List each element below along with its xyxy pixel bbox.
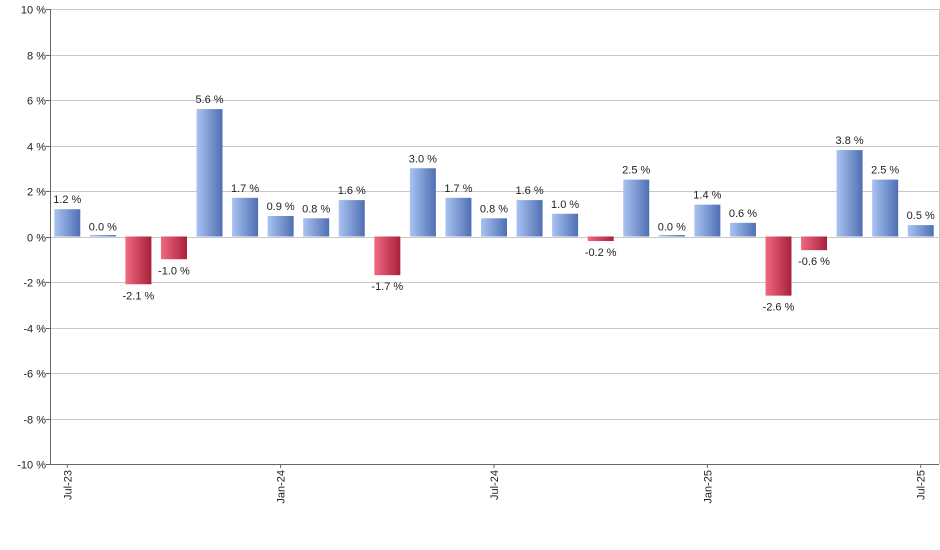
x-axis-tick-labels: Jul-23 Jan-24 Jul-24 Jan-25 Jul-25	[62, 464, 928, 504]
bar-Nov-23	[196, 109, 223, 237]
bar-value-label: -1.7 %	[371, 281, 403, 293]
bar-value-label: 1.6 %	[515, 185, 543, 197]
bar-value-label: 1.7 %	[444, 183, 472, 195]
bar-value-label: 0.8 %	[480, 203, 508, 215]
bar-Jul-25	[907, 225, 934, 237]
bar-Apr-24	[374, 236, 401, 276]
bar-Jun-25	[872, 179, 899, 237]
bar-value-label: -2.6 %	[763, 302, 795, 314]
y-tick-label: 8 %	[27, 51, 46, 63]
bar-value-label: 5.6 %	[195, 94, 223, 106]
y-axis-tick-labels: 10 % 8 % 6 % 4 % 2 % 0 % -2 % -4 % -6 % -8 % -10 %	[17, 5, 46, 472]
bar-Jan-24	[267, 216, 294, 237]
bar-value-label: -0.2 %	[585, 247, 617, 259]
bar-Jul-24	[481, 218, 507, 237]
y-tick-label: 10 %	[21, 5, 46, 17]
bar-Oct-23	[160, 236, 187, 260]
bar-Oct-24	[587, 236, 614, 242]
bar-Sep-24	[552, 213, 579, 237]
bar-Dec-23	[232, 197, 259, 237]
bar-value-label: 3.0 %	[409, 153, 437, 165]
y-tick-label: -2 %	[23, 278, 46, 290]
bar-value-label: 0.6 %	[729, 208, 757, 220]
bar-May-24	[409, 168, 436, 237]
bars	[54, 109, 934, 296]
y-tick-label: 0 %	[27, 233, 46, 245]
y-tick-label: -8 %	[23, 415, 46, 427]
bar-value-label: 2.5 %	[622, 165, 650, 177]
bar-value-label: -0.6 %	[798, 256, 830, 268]
bar-Feb-25	[729, 222, 756, 237]
bar-value-label: 0.8 %	[302, 203, 330, 215]
bar-Mar-25	[765, 236, 792, 296]
bar-value-label: 3.8 %	[836, 135, 864, 147]
bar-Nov-24	[623, 179, 650, 237]
y-tick-label: -4 %	[23, 324, 46, 336]
bar-Dec-24	[658, 235, 685, 237]
bar-Jul-23	[54, 209, 81, 237]
x-tick-label: Jul-23	[62, 470, 74, 500]
y-tick-label: 2 %	[27, 187, 46, 199]
x-tick-label: Jul-25	[916, 470, 928, 500]
bar-Aug-24	[516, 200, 543, 237]
bar-value-label: 1.6 %	[338, 185, 366, 197]
bar-value-label: 0.5 %	[907, 210, 935, 222]
bar-value-label: 1.4 %	[693, 190, 721, 202]
bar-Jan-25	[694, 204, 721, 237]
bar-value-label: 0.9 %	[267, 201, 295, 213]
y-tick-label: -6 %	[23, 369, 46, 381]
bar-value-label: 0.0 %	[658, 222, 686, 234]
bar-value-label: 0.0 %	[89, 222, 117, 234]
bar-Mar-24	[338, 200, 365, 237]
x-tick-label: Jan-25	[702, 470, 714, 504]
bar-value-label: -2.1 %	[123, 290, 155, 302]
bar-Sep-23	[125, 236, 152, 285]
bar-value-label: 1.7 %	[231, 183, 259, 195]
y-tick-label: 6 %	[27, 96, 46, 108]
bar-value-label: 2.5 %	[871, 165, 899, 177]
y-tick-label: -10 %	[17, 460, 46, 472]
bar-value-label: 1.0 %	[551, 199, 579, 211]
bar-Apr-25	[801, 236, 828, 251]
bar-Jun-24	[445, 197, 472, 237]
y-tick-label: 4 %	[27, 142, 46, 154]
bar-value-label: 1.2 %	[53, 194, 81, 206]
bar-May-25	[836, 150, 863, 237]
bar-value-label: -1.0 %	[158, 265, 190, 277]
bar-value-labels: 1.2 % 0.0 % -2.1 % -1.0 % 5.6 % 1.7 % 0.9 % 0.8…	[53, 94, 935, 314]
bar-Feb-24	[303, 218, 330, 237]
x-tick-label: Jul-24	[489, 470, 501, 500]
x-tick-label: Jan-24	[276, 470, 288, 504]
bar-Aug-23	[89, 235, 116, 237]
